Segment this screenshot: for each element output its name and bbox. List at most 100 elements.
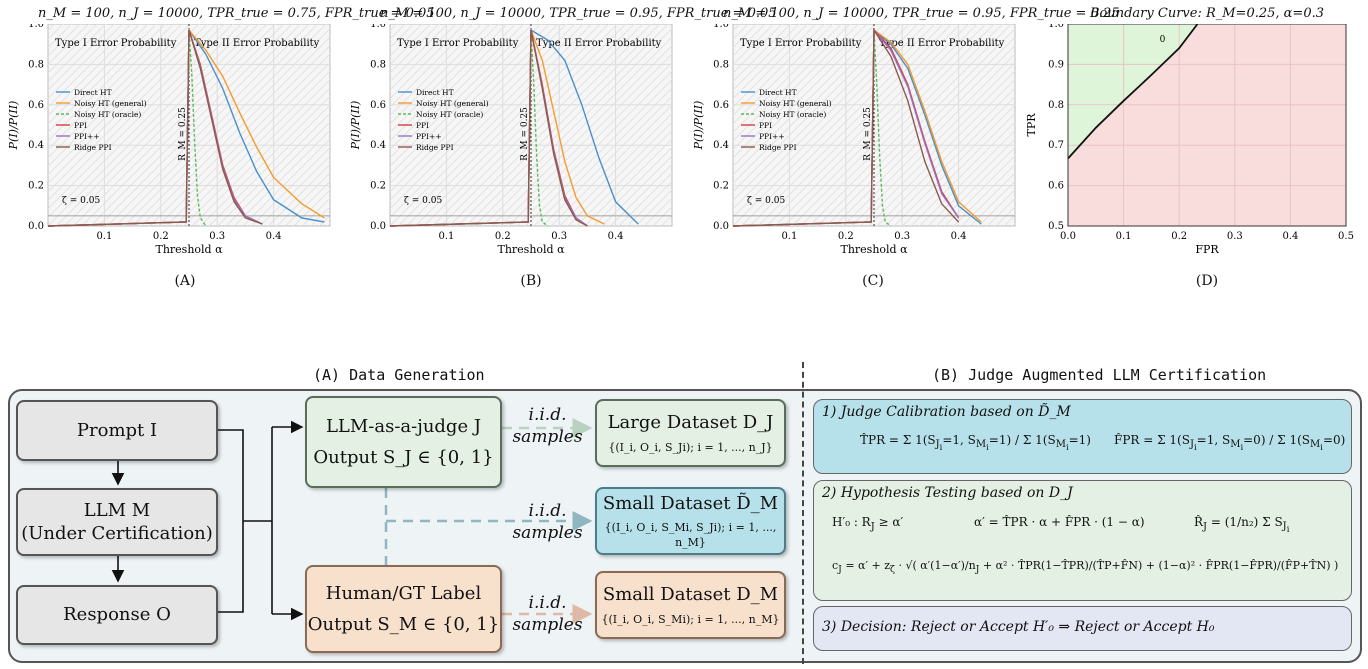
human-box: Human/GT Label Output S_M ∈ {0, 1} xyxy=(305,565,502,653)
samples-label-bottom: i.i.d. samples xyxy=(505,592,590,636)
y-tick-label: 0.8 xyxy=(370,59,386,70)
large-dataset-box: Large Dataset D_J {(I_i, O_i, S_Ji); i =… xyxy=(595,399,786,467)
x-tick-label: 0.1 xyxy=(438,231,454,242)
samples-word: samples xyxy=(512,615,583,636)
chart-0: Type I Error Probability Type II Error Pr… xyxy=(7,24,331,256)
section-divider xyxy=(802,362,804,664)
certification-title: (B) Judge Augmented LLM Certification xyxy=(932,366,1267,384)
step-hypothesis-testing: 2) Hypothesis Testing based on D_J H′₀ :… xyxy=(813,480,1352,601)
chart-caption-3: (D) xyxy=(1195,273,1219,289)
type1-region-label: Type I Error Probability xyxy=(740,38,862,49)
y-tick-label: 0.7 xyxy=(1048,140,1064,151)
samples-iid: i.i.d. xyxy=(528,593,567,613)
small-tilde-dataset-title: Small Dataset D̃_M xyxy=(602,493,779,514)
rm-label: R_M = 0.25 xyxy=(178,107,188,161)
y-axis-label: P(I)/P(II) xyxy=(7,101,20,151)
type2-region-label: Type II Error Probability xyxy=(194,38,320,49)
cj-formula: cJ = α′ + zζ · √( α′(1−α′)/nJ + α² · T̂P… xyxy=(832,559,1339,576)
response-box: Response O xyxy=(16,585,218,645)
x-axis-label: Threshold α xyxy=(840,243,908,256)
x-tick-label: 0.3 xyxy=(1227,231,1243,242)
x-tick-label: 0.4 xyxy=(608,231,624,242)
large-dataset-title: Large Dataset D_J xyxy=(607,412,774,434)
samples-word: samples xyxy=(512,427,583,448)
series-noisy-ht-oracle- xyxy=(732,32,892,227)
small-dataset-set: {(I_i, O_i, S_Mi); i = 1, ..., n_M} xyxy=(601,612,780,626)
type1-region-label: Type I Error Probability xyxy=(397,38,519,49)
chart-caption-2: (C) xyxy=(862,273,884,289)
small-dataset-box: Small Dataset D_M {(I_i, O_i, S_Mi); i =… xyxy=(595,571,786,639)
prompt-box: Prompt I xyxy=(16,400,218,461)
step-judge-calibration: 1) Judge Calibration based on D̃_M T̂PR … xyxy=(813,399,1352,474)
fpr-formula: F̂PR = Σ 1(SJi=1, SMi=0) / Σ 1(SMi=0) xyxy=(1114,433,1346,453)
legend-label: PPI++ xyxy=(74,132,100,141)
rm-label: R_M = 0.25 xyxy=(520,107,530,161)
contour-label: 0 xyxy=(1160,35,1166,45)
y-axis-label: TPR xyxy=(1025,113,1038,137)
small-tilde-dataset-set: {(I_i, O_i, S_Mi, S_Ji); i = 1, ..., n_M… xyxy=(604,521,777,549)
y-tick-label: 0.5 xyxy=(1048,221,1064,232)
large-dataset-set: {(I_i, O_i, S_Ji); i = 1, ..., n_J} xyxy=(608,440,773,454)
series-noisy-ht-oracle- xyxy=(47,32,207,227)
tpr-formula: T̂PR = Σ 1(SJi=1, SMi=1) / Σ 1(SMi=1) xyxy=(860,433,1091,453)
legend: Direct HT Noisy HT (general) Noisy HT (ora… xyxy=(56,88,147,152)
x-tick-label: 0.1 xyxy=(96,231,112,242)
samples-iid: i.i.d. xyxy=(528,405,567,425)
chart-3: 0 0.0 0.1 0.2 0.3 0.4 0.5 0.5 0.6 0.7 0.8 0.9 1.0 FPR… xyxy=(1025,24,1354,256)
y-tick-label: 1.0 xyxy=(28,24,44,30)
series-ridge-ppi xyxy=(732,27,960,227)
y-tick-label: 0.6 xyxy=(370,100,386,111)
x-tick-label: 0.2 xyxy=(1171,231,1187,242)
legend-label: Ridge PPI xyxy=(416,143,454,152)
llm-label: LLM M xyxy=(83,499,151,521)
rm-label: R_M = 0.25 xyxy=(863,107,873,161)
samples-iid: i.i.d. xyxy=(528,501,567,521)
zeta-label: ζ = 0.05 xyxy=(747,196,785,206)
x-tick-label: 0.2 xyxy=(495,231,511,242)
step2-heading: 2) Hypothesis Testing based on D_J xyxy=(822,485,1073,501)
y-axis-label: P(I)/P(II) xyxy=(349,101,362,151)
series-ridge-ppi xyxy=(47,29,263,227)
y-tick-label: 0.2 xyxy=(28,181,44,192)
zeta-label: ζ = 0.05 xyxy=(404,196,442,206)
x-axis-label: Threshold α xyxy=(497,243,565,256)
y-tick-label: 1.0 xyxy=(370,24,386,30)
small-dataset-title: Small Dataset D_M xyxy=(602,584,779,606)
x-axis-label: FPR xyxy=(1195,243,1219,256)
y-tick-label: 0.8 xyxy=(28,59,44,70)
samples-label-top: i.i.d. samples xyxy=(505,404,590,448)
chart-2: Type I Error Probability Type II Error Pr… xyxy=(692,24,1016,256)
y-tick-label: 0.8 xyxy=(713,59,729,70)
series-noisy-ht-oracle- xyxy=(389,32,549,227)
x-tick-label: 0.3 xyxy=(209,231,225,242)
judge-output: Output S_J ∈ {0, 1} xyxy=(313,447,494,468)
chart-caption-0: (A) xyxy=(174,273,196,289)
human-output: Output S_M ∈ {0, 1} xyxy=(307,614,500,635)
x-tick-label: 0.5 xyxy=(1338,231,1354,242)
step-decision: 3) Decision: Reject or Accept H′₀ ⇒ Reje… xyxy=(813,606,1352,651)
y-tick-label: 0.4 xyxy=(28,140,44,151)
y-tick-label: 0.0 xyxy=(28,221,44,232)
legend-label: Ridge PPI xyxy=(74,143,112,152)
llm-sub-label: (Under Certification) xyxy=(21,523,213,544)
legend-label: Direct HT xyxy=(74,88,112,97)
legend-label: Noisy HT (general) xyxy=(74,99,147,108)
legend-label: PPI xyxy=(74,121,87,130)
y-tick-label: 0.2 xyxy=(713,181,729,192)
x-tick-label: 0.1 xyxy=(1116,231,1132,242)
legend-label: Noisy HT (general) xyxy=(759,99,832,108)
judge-label: LLM-as-a-judge J xyxy=(325,415,482,437)
x-axis-label: Threshold α xyxy=(155,243,223,256)
x-tick-label: 0.0 xyxy=(1060,231,1076,242)
chart-caption-1: (B) xyxy=(520,273,542,289)
y-tick-label: 0.0 xyxy=(370,221,386,232)
y-tick-label: 0.6 xyxy=(1048,181,1064,192)
chart-1: Type I Error Probability Type II Error Pr… xyxy=(349,24,673,256)
samples-label-middle: i.i.d. samples xyxy=(505,500,590,544)
y-tick-label: 0.2 xyxy=(370,181,386,192)
llm-box: LLM M (Under Certification) xyxy=(16,488,218,556)
samples-word: samples xyxy=(512,523,583,544)
chart-title-3: Boundary Curve: R_M=0.25, α=0.3 xyxy=(1089,6,1325,21)
y-tick-label: 1.0 xyxy=(1048,24,1064,30)
